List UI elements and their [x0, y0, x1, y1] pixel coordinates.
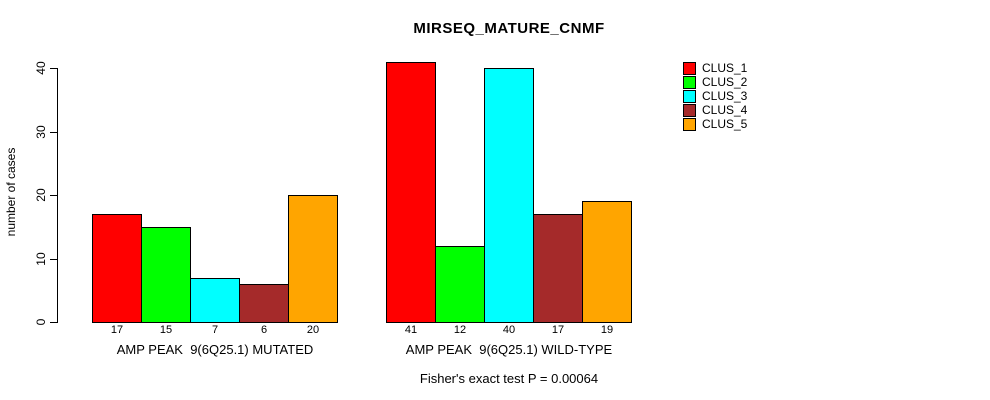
legend-swatch-icon — [683, 75, 696, 89]
legend-label: CLUS_4 — [702, 103, 748, 117]
y-axis-tick-label: 20 — [34, 188, 48, 202]
legend-swatch-icon — [683, 89, 696, 103]
legend-label: CLUS_1 — [702, 61, 748, 75]
x-axis-group-label: AMP PEAK 9(6Q25.1) MUTATED — [116, 342, 314, 357]
bar-clus_5-group1 — [288, 195, 338, 323]
x-axis-group-label: AMP PEAK 9(6Q25.1) WILD-TYPE — [405, 342, 613, 357]
legend-swatch-icon — [683, 103, 696, 117]
annotation-caption: Fisher's exact test P = 0.00064 — [419, 371, 599, 386]
bar-clus_2-group1 — [141, 227, 191, 323]
bar-value-label: 20 — [306, 324, 320, 336]
y-axis-tick — [50, 322, 57, 323]
bar-clus_1-group1 — [92, 214, 142, 323]
legend-item-clus_2: CLUS_2 — [683, 75, 747, 89]
y-axis-tick — [50, 68, 57, 69]
legend-item-clus_5: CLUS_5 — [683, 117, 747, 131]
bar-value-label: 19 — [600, 324, 614, 336]
legend-label: CLUS_5 — [702, 117, 748, 131]
y-axis-label: number of cases — [4, 147, 18, 237]
bar-clus_3-group1 — [190, 278, 240, 323]
bar-clus_3-group2 — [484, 68, 534, 323]
bar-clus_5-group2 — [582, 201, 632, 323]
y-axis-tick — [50, 259, 57, 260]
legend-swatch-icon — [683, 117, 696, 131]
legend-item-clus_1: CLUS_1 — [683, 61, 747, 75]
bar-value-label: 12 — [453, 324, 467, 336]
legend: CLUS_1 CLUS_2 CLUS_3 CLUS_4 CLUS_5 — [683, 61, 747, 131]
y-axis-tick — [50, 195, 57, 196]
legend-swatch-icon — [683, 61, 696, 75]
legend-label: CLUS_3 — [702, 89, 748, 103]
bar-clus_1-group2 — [386, 62, 436, 323]
y-axis-tick-label: 40 — [34, 61, 48, 75]
y-axis-tick-label: 10 — [34, 252, 48, 266]
chart-title: MIRSEQ_MATURE_CNMF — [413, 20, 605, 37]
bar-value-label: 40 — [502, 324, 516, 336]
legend-label: CLUS_2 — [702, 75, 748, 89]
bar-value-label: 41 — [404, 324, 418, 336]
bar-value-label: 15 — [159, 324, 173, 336]
y-axis-line — [57, 68, 58, 323]
y-axis-tick-label: 30 — [34, 125, 48, 139]
legend-item-clus_4: CLUS_4 — [683, 103, 747, 117]
bar-clus_2-group2 — [435, 246, 485, 323]
bar-value-label: 17 — [551, 324, 565, 336]
legend-item-clus_3: CLUS_3 — [683, 89, 747, 103]
y-axis-tick — [50, 132, 57, 133]
bar-value-label: 17 — [110, 324, 124, 336]
bar-clus_4-group2 — [533, 214, 583, 323]
y-axis-tick-label: 0 — [34, 318, 48, 326]
bar-value-label: 6 — [260, 324, 268, 336]
bar-value-label: 7 — [211, 324, 219, 336]
bar-clus_4-group1 — [239, 284, 289, 323]
